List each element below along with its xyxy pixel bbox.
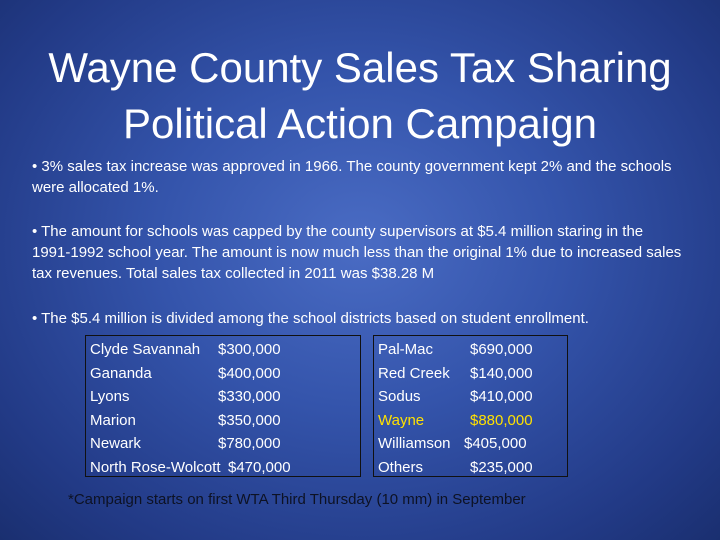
table-row-highlighted: Wayne $880,000: [378, 409, 563, 433]
district-name: North Rose-Wolcott: [90, 458, 221, 476]
district-amount: $405,000: [464, 435, 527, 453]
table-row: Sodus $410,000: [378, 385, 563, 409]
table-row: Newark $780,000: [90, 432, 356, 456]
table-row: Williamson $405,000: [378, 432, 563, 456]
title-line-2: Political Action Campaign: [123, 100, 597, 147]
district-amount: $140,000: [470, 364, 533, 382]
district-amount: $400,000: [218, 364, 281, 382]
district-name: Lyons: [90, 388, 130, 406]
district-amount: $350,000: [218, 411, 281, 429]
district-amount: $880,000: [470, 411, 533, 429]
district-table-right: Pal-Mac $690,000 Red Creek $140,000 Sodus $…: [373, 335, 568, 477]
title-line-1: Wayne County Sales Tax Sharing: [48, 44, 672, 91]
district-name: Others: [378, 458, 424, 476]
campaign-footnote: *Campaign starts on first WTA Third Thur…: [68, 491, 526, 508]
district-amount: $780,000: [218, 435, 281, 453]
table-row: Lyons $330,000: [90, 385, 356, 409]
district-amount: $470,000: [228, 458, 291, 476]
district-name: Red Creek: [378, 364, 450, 382]
district-name: Wayne: [378, 411, 425, 429]
district-name: Clyde Savannah: [90, 341, 201, 358]
table-row: Others $235,000: [378, 456, 563, 480]
district-name: Pal-Mac: [378, 341, 434, 358]
district-name: Newark: [90, 435, 141, 453]
table-row: Red Creek $140,000: [378, 362, 563, 386]
district-amount: $300,000: [218, 341, 281, 358]
district-name: Williamson: [378, 435, 451, 453]
district-name: Gananda: [90, 364, 152, 382]
district-amount: $410,000: [470, 388, 533, 406]
slide-title: Wayne County Sales Tax Sharing Political…: [0, 40, 720, 152]
bullet-approval: • 3% sales tax increase was approved in …: [32, 158, 672, 196]
table-row: North Rose-Wolcott $470,000: [90, 456, 356, 480]
table-row: Clyde Savannah $300,000: [90, 338, 356, 362]
table-row: Gananda $400,000: [90, 362, 356, 386]
bullet-cap: • The amount for schools was capped by t…: [32, 223, 682, 282]
table-row: Marion $350,000: [90, 409, 356, 433]
district-amount: $235,000: [470, 458, 533, 476]
table-row: Pal-Mac $690,000: [378, 338, 563, 362]
bullet-enrollment: • The $5.4 million is divided among the …: [32, 310, 589, 327]
district-name: Sodus: [378, 388, 421, 406]
district-amount: $330,000: [218, 388, 281, 406]
district-name: Marion: [90, 411, 136, 429]
district-amount: $690,000: [470, 341, 533, 358]
district-table-left: Clyde Savannah $300,000 Gananda $400,000 L…: [85, 335, 361, 477]
